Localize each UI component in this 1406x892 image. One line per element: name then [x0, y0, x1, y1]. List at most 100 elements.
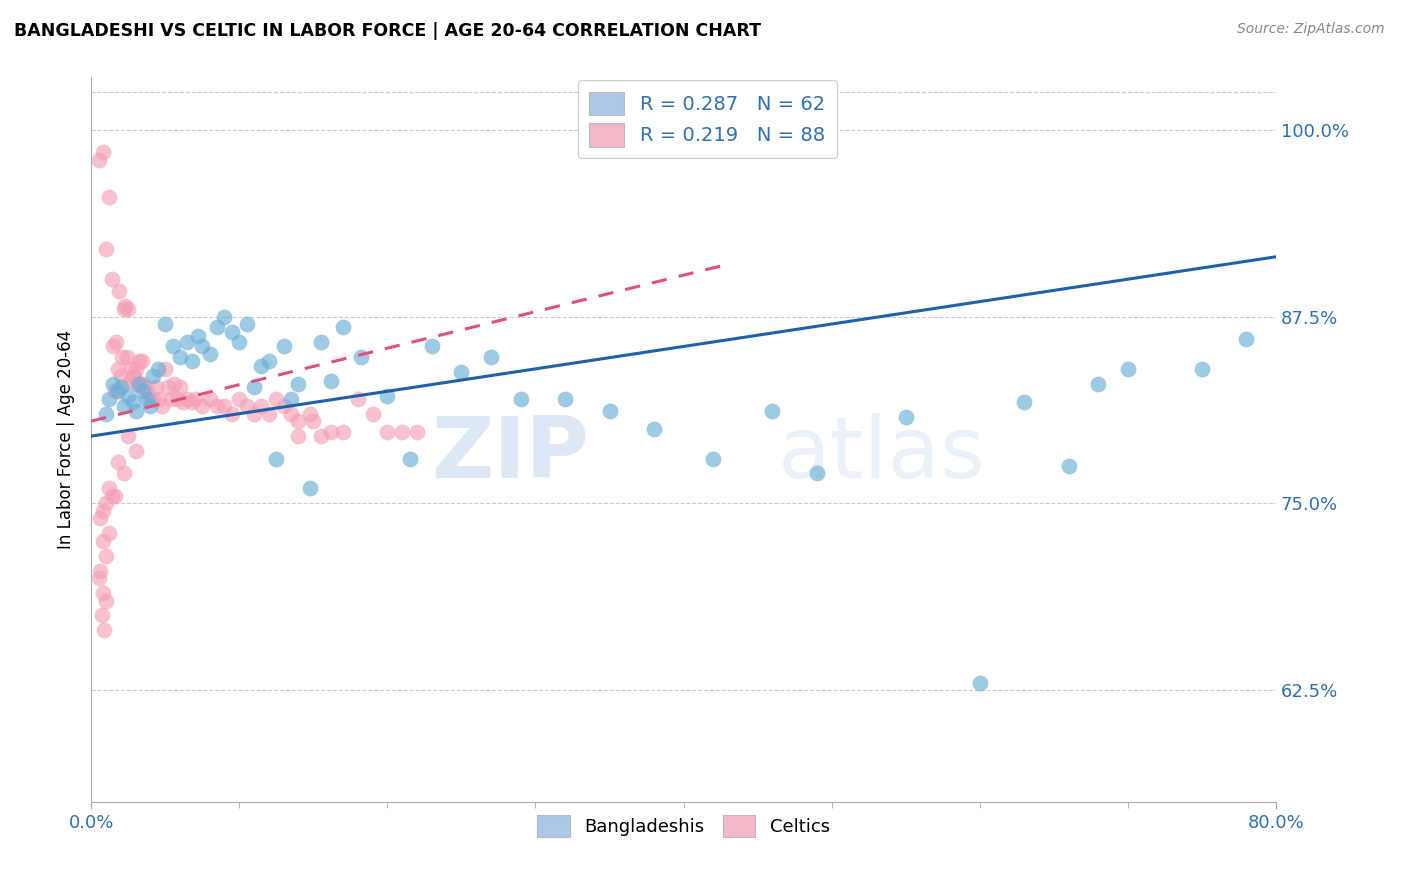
Point — [332, 425, 354, 439]
Point — [125, 376, 148, 391]
Point — [205, 399, 228, 413]
Point — [87, 571, 110, 585]
Point — [107, 454, 129, 468]
Point — [299, 482, 322, 496]
Point — [114, 299, 136, 313]
Point — [124, 444, 146, 458]
Text: Source: ZipAtlas.com: Source: ZipAtlas.com — [1237, 22, 1385, 37]
Point — [221, 325, 243, 339]
Point — [287, 429, 309, 443]
Text: BANGLADESHI VS CELTIC IN LABOR FORCE | AGE 20-64 CORRELATION CHART: BANGLADESHI VS CELTIC IN LABOR FORCE | A… — [14, 22, 761, 40]
Y-axis label: In Labor Force | Age 20-64: In Labor Force | Age 20-64 — [58, 330, 75, 549]
Point — [97, 190, 120, 204]
Point — [377, 389, 399, 403]
Point — [87, 153, 110, 167]
Point — [124, 403, 146, 417]
Point — [702, 451, 724, 466]
Point — [287, 414, 309, 428]
Point — [554, 392, 576, 406]
Point — [198, 392, 221, 406]
Point — [146, 362, 169, 376]
Point — [257, 407, 280, 421]
Legend: Bangladeshis, Celtics: Bangladeshis, Celtics — [530, 807, 837, 844]
Point — [264, 392, 287, 406]
Point — [1234, 332, 1257, 346]
Point — [250, 359, 273, 373]
Point — [136, 392, 159, 406]
Point — [184, 392, 207, 406]
Point — [128, 354, 150, 368]
Point — [97, 526, 120, 541]
Point — [398, 451, 420, 466]
Text: ZIP: ZIP — [432, 413, 589, 496]
Point — [187, 329, 209, 343]
Point — [243, 407, 266, 421]
Point — [117, 389, 139, 403]
Point — [107, 384, 129, 399]
Point — [1012, 394, 1035, 409]
Point — [129, 376, 152, 391]
Point — [94, 549, 117, 563]
Point — [214, 310, 236, 324]
Point — [91, 586, 114, 600]
Point — [214, 399, 236, 413]
Point — [117, 429, 139, 443]
Point — [124, 362, 146, 376]
Point — [104, 384, 127, 399]
Point — [180, 354, 202, 368]
Point — [332, 320, 354, 334]
Point — [1191, 362, 1213, 376]
Point — [108, 284, 131, 298]
Point — [894, 409, 917, 424]
Point — [153, 317, 176, 331]
Point — [221, 407, 243, 421]
Point — [97, 392, 120, 406]
Point — [319, 374, 342, 388]
Point — [148, 392, 170, 406]
Point — [139, 399, 162, 413]
Point — [101, 489, 124, 503]
Point — [250, 399, 273, 413]
Point — [235, 399, 257, 413]
Point — [1087, 376, 1109, 391]
Point — [806, 467, 828, 481]
Point — [142, 369, 165, 384]
Point — [103, 339, 125, 353]
Point — [180, 394, 202, 409]
Point — [643, 422, 665, 436]
Point — [150, 399, 173, 413]
Point — [118, 374, 141, 388]
Point — [91, 145, 114, 160]
Point — [89, 511, 111, 525]
Point — [132, 376, 155, 391]
Point — [107, 362, 129, 376]
Point — [115, 350, 138, 364]
Point — [243, 380, 266, 394]
Point — [136, 384, 159, 399]
Point — [121, 394, 143, 409]
Point — [228, 334, 250, 349]
Point — [235, 317, 257, 331]
Point — [121, 369, 143, 384]
Point — [479, 350, 502, 364]
Point — [273, 399, 295, 413]
Point — [94, 496, 117, 510]
Text: atlas: atlas — [779, 413, 987, 496]
Point — [309, 429, 332, 443]
Point — [110, 369, 132, 384]
Point — [112, 302, 135, 317]
Point — [134, 380, 156, 394]
Point — [94, 242, 117, 256]
Point — [131, 354, 153, 368]
Point — [169, 350, 191, 364]
Point — [145, 380, 167, 394]
Point — [132, 384, 155, 399]
Point — [94, 593, 117, 607]
Point — [361, 407, 384, 421]
Point — [176, 392, 198, 406]
Point — [191, 399, 214, 413]
Point — [287, 376, 309, 391]
Point — [176, 334, 198, 349]
Point — [169, 380, 191, 394]
Point — [406, 425, 429, 439]
